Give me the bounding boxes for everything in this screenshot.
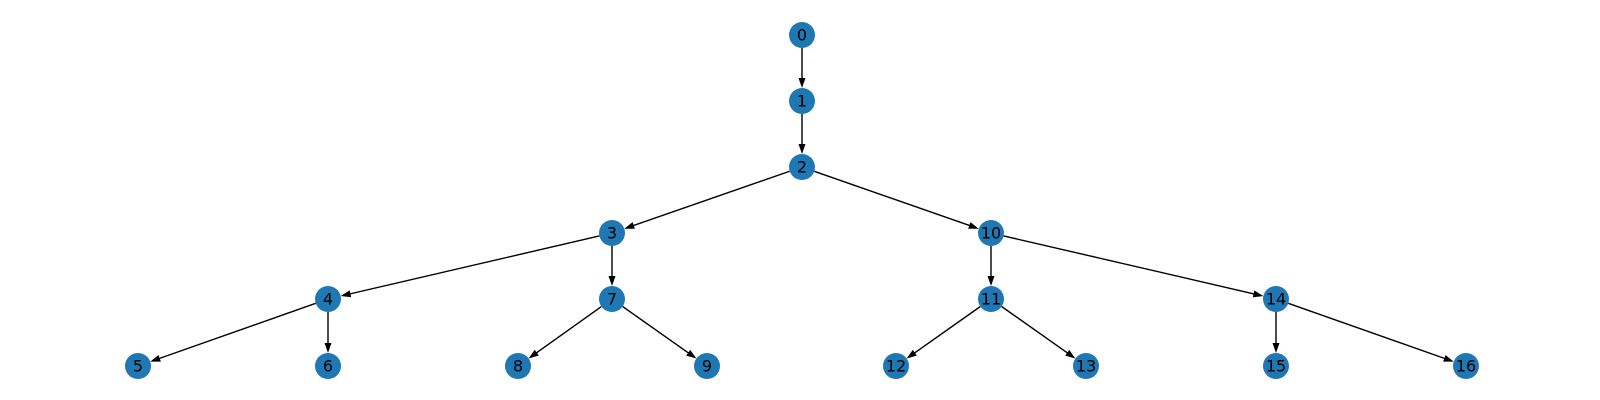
edge-4-5 xyxy=(150,302,316,362)
node-0: 0 xyxy=(789,22,815,48)
node-circle xyxy=(789,154,815,180)
edge-line xyxy=(814,170,972,227)
edge-7-9 xyxy=(622,305,697,359)
edge-3-4 xyxy=(340,235,600,298)
node-7: 7 xyxy=(599,286,625,312)
edge-14-15 xyxy=(1272,312,1280,353)
edge-7-8 xyxy=(528,305,602,359)
node-label: 14 xyxy=(1266,290,1286,309)
edge-2-10 xyxy=(814,170,979,229)
edge-2-3 xyxy=(624,170,790,229)
node-circle xyxy=(978,286,1004,312)
node-1: 1 xyxy=(789,88,815,114)
node-14: 14 xyxy=(1263,286,1289,312)
node-11: 11 xyxy=(978,286,1004,312)
node-label: 0 xyxy=(797,26,807,45)
node-label: 12 xyxy=(886,357,906,376)
edge-line xyxy=(1003,235,1256,295)
edge-11-12 xyxy=(906,305,981,359)
node-circle xyxy=(978,220,1004,246)
node-circle xyxy=(315,286,341,312)
node-label: 5 xyxy=(133,357,143,376)
node-circle xyxy=(599,220,625,246)
node-13: 13 xyxy=(1073,353,1099,379)
arrowhead xyxy=(528,349,539,359)
node-circle xyxy=(1263,353,1289,379)
node-label: 15 xyxy=(1266,357,1286,376)
edge-line xyxy=(1001,305,1070,355)
node-label: 3 xyxy=(607,224,617,243)
node-6: 6 xyxy=(315,353,341,379)
node-circle xyxy=(789,88,815,114)
arrowhead xyxy=(987,276,995,286)
node-circle xyxy=(315,353,341,379)
node-label: 1 xyxy=(797,92,807,111)
node-12: 12 xyxy=(883,353,909,379)
node-5: 5 xyxy=(125,353,151,379)
node-circle xyxy=(125,353,151,379)
arrowhead xyxy=(624,222,635,229)
node-label: 2 xyxy=(797,158,807,177)
arrowhead xyxy=(968,222,979,229)
node-2: 2 xyxy=(789,154,815,180)
node-8: 8 xyxy=(505,353,531,379)
node-9: 9 xyxy=(694,353,720,379)
node-10: 10 xyxy=(978,220,1004,246)
arrowhead xyxy=(1272,343,1280,353)
node-label: 16 xyxy=(1456,357,1476,376)
node-circle xyxy=(694,353,720,379)
node-3: 3 xyxy=(599,220,625,246)
node-circle xyxy=(883,353,909,379)
edge-0-1 xyxy=(798,48,806,88)
node-label: 11 xyxy=(981,290,1001,309)
node-16: 16 xyxy=(1453,353,1479,379)
edge-3-7 xyxy=(608,246,616,286)
edge-4-6 xyxy=(324,312,332,353)
arrowhead xyxy=(150,355,161,362)
node-circle xyxy=(599,286,625,312)
node-4: 4 xyxy=(315,286,341,312)
node-circle xyxy=(1263,286,1289,312)
arrowhead xyxy=(1065,349,1076,359)
arrowhead xyxy=(686,349,697,359)
node-circle xyxy=(1453,353,1479,379)
arrowhead xyxy=(608,276,616,286)
edge-11-13 xyxy=(1001,305,1076,359)
node-label: 9 xyxy=(702,357,712,376)
edges-layer xyxy=(150,48,1454,362)
node-label: 7 xyxy=(607,290,617,309)
edge-line xyxy=(912,305,981,355)
edge-line xyxy=(631,170,790,227)
arrowhead xyxy=(1443,355,1454,362)
node-label: 10 xyxy=(981,224,1001,243)
node-15: 15 xyxy=(1263,353,1289,379)
node-label: 4 xyxy=(323,290,333,309)
arrowhead xyxy=(1252,290,1264,298)
edge-14-16 xyxy=(1288,302,1454,362)
arrowhead xyxy=(340,290,352,298)
arrowhead xyxy=(324,343,332,353)
edge-line xyxy=(348,235,600,295)
arrowhead xyxy=(906,349,917,359)
edge-line xyxy=(1288,302,1447,360)
node-label: 8 xyxy=(513,357,523,376)
edge-line xyxy=(534,305,602,355)
arrowhead xyxy=(798,78,806,88)
edge-line xyxy=(622,305,691,355)
edge-1-2 xyxy=(798,114,806,154)
edge-line xyxy=(157,302,316,360)
arrowhead xyxy=(798,144,806,154)
node-circle xyxy=(1073,353,1099,379)
node-circle xyxy=(789,22,815,48)
edge-10-11 xyxy=(987,246,995,286)
node-label: 13 xyxy=(1076,357,1096,376)
node-circle xyxy=(505,353,531,379)
edge-10-14 xyxy=(1003,235,1264,298)
node-label: 6 xyxy=(323,357,333,376)
